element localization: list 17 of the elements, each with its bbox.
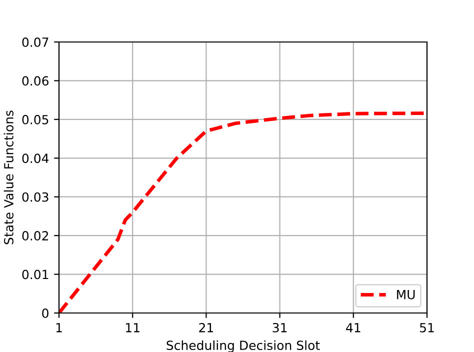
y-tick-label: 0	[42, 308, 48, 318]
x-tick-label: 31	[272, 322, 287, 332]
y-tick-label: 0.02	[22, 231, 48, 240]
y-tick-label: 0.07	[22, 37, 48, 47]
x-axis-title: Scheduling Decision Slot	[166, 340, 320, 352]
x-tick-label: 51	[420, 323, 434, 332]
x-tick-label: 1	[56, 323, 62, 332]
y-tick-label: 0.06	[22, 76, 48, 86]
y-axis-title: State Value Functions	[4, 110, 14, 244]
x-tick-label: 21	[199, 322, 213, 332]
x-tick-label: 11	[126, 323, 140, 332]
y-tick-label: 0.03	[22, 192, 48, 202]
y-tick-label: 0.01	[22, 270, 48, 280]
x-tick-label: 41	[346, 323, 360, 332]
legend-label: MU	[397, 290, 415, 300]
y-tick-label: 0.04	[22, 154, 49, 164]
y-tick-label: 0.05	[22, 114, 48, 124]
